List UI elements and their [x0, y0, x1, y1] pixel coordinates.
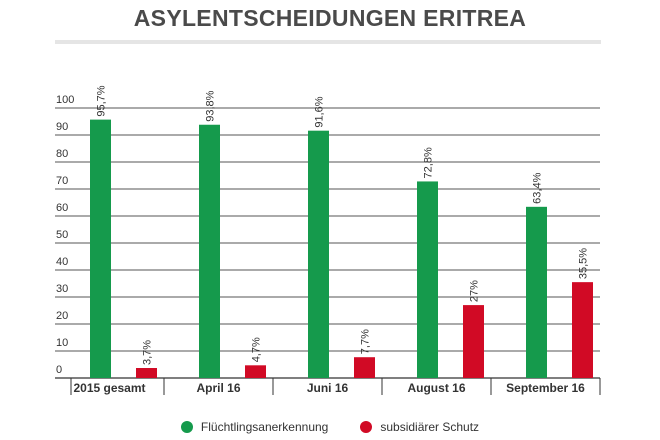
- legend-label: Flüchtlingsanerkennung: [200, 420, 329, 434]
- data-label: 72,8%: [423, 147, 435, 178]
- bar-subsidiaerer-schutz: [572, 282, 593, 378]
- chart-title: ASYLENTSCHEIDUNGEN ERITREA: [133, 5, 527, 31]
- data-label: 4,7%: [251, 337, 263, 362]
- y-tick-label: 100: [56, 94, 74, 106]
- bar-fluechtlingsanerkennung: [308, 130, 329, 378]
- x-category-label: Juni 16: [307, 381, 349, 395]
- data-label: 35,5%: [578, 248, 590, 279]
- bar-subsidiaerer-schutz: [354, 357, 375, 378]
- y-tick-label: 10: [56, 337, 68, 349]
- x-category-label: August 16: [407, 381, 465, 395]
- y-tick-label: 40: [56, 256, 68, 268]
- data-label: 7,7%: [360, 329, 372, 354]
- data-label: 63,4%: [532, 172, 544, 203]
- legend-swatch-green: [180, 421, 193, 433]
- data-label: 3,7%: [142, 340, 154, 365]
- bar-chart: 0 10 20 30 40 50 60 70 80 90 100 95,7% 3,7% 2015 gesa…: [55, 85, 601, 395]
- y-tick-label: 60: [56, 202, 68, 214]
- legend-label: subsidiärer Schutz: [380, 420, 480, 434]
- bar-fluechtlingsanerkennung: [526, 206, 547, 378]
- legend-item-fluechtlingsanerkennung: Flüchtlingsanerkennung: [180, 420, 329, 434]
- legend-swatch-red: [360, 421, 373, 433]
- y-tick-label: 50: [56, 229, 68, 241]
- chart-legend: Flüchtlingsanerkennung subsidiärer Schut…: [0, 420, 660, 434]
- y-tick-label: 30: [56, 283, 68, 295]
- y-tick-label: 90: [56, 121, 68, 133]
- bar-subsidiaerer-schutz: [463, 305, 484, 378]
- y-tick-label: 20: [56, 310, 68, 322]
- title-divider: [55, 40, 601, 44]
- bar-fluechtlingsanerkennung: [417, 181, 438, 378]
- bar-fluechtlingsanerkennung: [90, 119, 111, 379]
- bar-subsidiaerer-schutz: [245, 365, 266, 378]
- legend-item-subsidiaerer-schutz: subsidiärer Schutz: [360, 420, 479, 434]
- bar-subsidiaerer-schutz: [136, 368, 157, 378]
- data-label: 91,6%: [314, 96, 326, 127]
- x-category-label: September 16: [506, 381, 585, 395]
- y-tick-label: 70: [56, 175, 68, 187]
- data-label: 95,7%: [96, 85, 108, 116]
- bar-fluechtlingsanerkennung: [199, 124, 220, 379]
- y-tick-label: 0: [56, 364, 62, 376]
- x-category-label: 2015 gesamt: [73, 381, 145, 395]
- y-tick-label: 80: [56, 148, 68, 160]
- data-label: 93,8%: [205, 90, 217, 121]
- data-label: 27%: [469, 280, 481, 302]
- x-category-label: April 16: [196, 381, 240, 395]
